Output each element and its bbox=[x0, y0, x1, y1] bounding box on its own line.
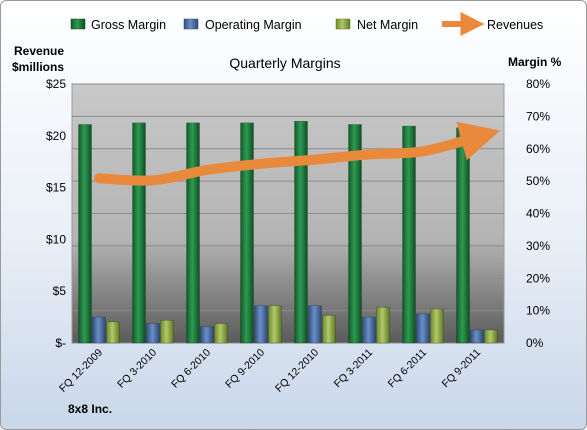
bar-net-margin bbox=[160, 320, 174, 344]
legend-label-net: Net Margin bbox=[357, 18, 418, 32]
y-right-tick-label: 20% bbox=[526, 271, 550, 285]
x-tick-label: FQ 6-2010 bbox=[169, 347, 213, 391]
y-left-tick-label: $5 bbox=[53, 284, 67, 298]
y-right-tick-label: 10% bbox=[526, 304, 550, 318]
legend-swatch-net bbox=[335, 18, 351, 30]
y-right-tick-label: 50% bbox=[526, 174, 550, 188]
y-left-tick-label: $- bbox=[55, 336, 66, 350]
y-right-ticks: 0% 10% 20% 30% 40% 50% 60% 70% 80% bbox=[526, 77, 550, 350]
y-left-tick-label: $15 bbox=[46, 181, 66, 195]
bar-operating-margin bbox=[470, 329, 484, 344]
revenue-line bbox=[94, 121, 501, 186]
bar-gross-margin bbox=[186, 122, 200, 344]
bar-operating-margin bbox=[362, 316, 376, 344]
y-right-tick-label: 80% bbox=[526, 77, 550, 91]
legend-label-operating: Operating Margin bbox=[205, 18, 302, 32]
bar-net-margin bbox=[214, 323, 228, 344]
x-tick-label: FQ 6-2011 bbox=[386, 347, 430, 391]
y-right-title: Margin % bbox=[508, 55, 562, 69]
legend-swatch-operating bbox=[183, 18, 199, 30]
y-right-tick-label: 40% bbox=[526, 207, 550, 221]
y-right-tick-label: 0% bbox=[526, 336, 544, 350]
bar-gross-margin bbox=[402, 125, 416, 344]
legend: Gross Margin Operating Margin Net Margin… bbox=[70, 12, 543, 36]
bar-net-margin bbox=[484, 329, 498, 344]
bar-gross-margin bbox=[456, 127, 470, 344]
x-tick-label: FQ 9-2010 bbox=[223, 347, 267, 391]
bar-operating-margin bbox=[146, 323, 160, 344]
bar-operating-margin bbox=[200, 326, 214, 344]
y-left-ticks: $- $5 $10 $15 $20 $25 bbox=[46, 77, 66, 350]
x-tick-label: FQ 3-2010 bbox=[115, 347, 159, 391]
bar-gross-margin bbox=[78, 124, 92, 344]
chart-title: Quarterly Margins bbox=[229, 55, 340, 71]
bar-net-margin bbox=[430, 308, 444, 344]
bar-net-margin bbox=[268, 305, 282, 344]
bar-operating-margin bbox=[416, 313, 430, 344]
bar-gross-margin bbox=[294, 120, 308, 344]
x-tick-label: FQ 9-2011 bbox=[440, 347, 484, 391]
bar-gross-margin bbox=[240, 122, 254, 344]
bar-net-margin bbox=[376, 307, 390, 344]
x-tick-label: FQ 12-2009 bbox=[57, 347, 105, 395]
legend-label-gross: Gross Margin bbox=[91, 18, 166, 32]
bar-gross-margin bbox=[132, 122, 146, 344]
revenue-line-path bbox=[94, 121, 501, 186]
bar-operating-margin bbox=[254, 305, 268, 344]
y-left-tick-label: $25 bbox=[46, 77, 66, 91]
x-tick-label: FQ 12-2010 bbox=[273, 347, 321, 395]
y-left-title-line2: $millions bbox=[12, 60, 64, 74]
y-left-title-line1: Revenue bbox=[14, 44, 64, 58]
legend-label-revenues: Revenues bbox=[487, 18, 543, 32]
bar-net-margin bbox=[106, 321, 120, 344]
company-label: 8x8 Inc. bbox=[68, 402, 112, 416]
x-tick-label: FQ 3-2011 bbox=[332, 347, 376, 391]
y-right-tick-label: 60% bbox=[526, 142, 550, 156]
y-right-tick-label: 30% bbox=[526, 239, 550, 253]
bar-operating-margin bbox=[92, 316, 106, 344]
bar-gross-margin bbox=[348, 124, 362, 344]
legend-swatch-gross bbox=[70, 18, 86, 30]
y-left-tick-label: $10 bbox=[46, 232, 66, 246]
x-ticks: FQ 12-2009 FQ 3-2010 FQ 6-2010 FQ 9-2010 FQ … bbox=[57, 347, 483, 395]
y-left-tick-label: $20 bbox=[46, 129, 66, 143]
bar-net-margin bbox=[322, 315, 336, 344]
bar-operating-margin bbox=[308, 305, 322, 344]
y-right-tick-label: 70% bbox=[526, 109, 550, 123]
bars bbox=[78, 120, 498, 344]
